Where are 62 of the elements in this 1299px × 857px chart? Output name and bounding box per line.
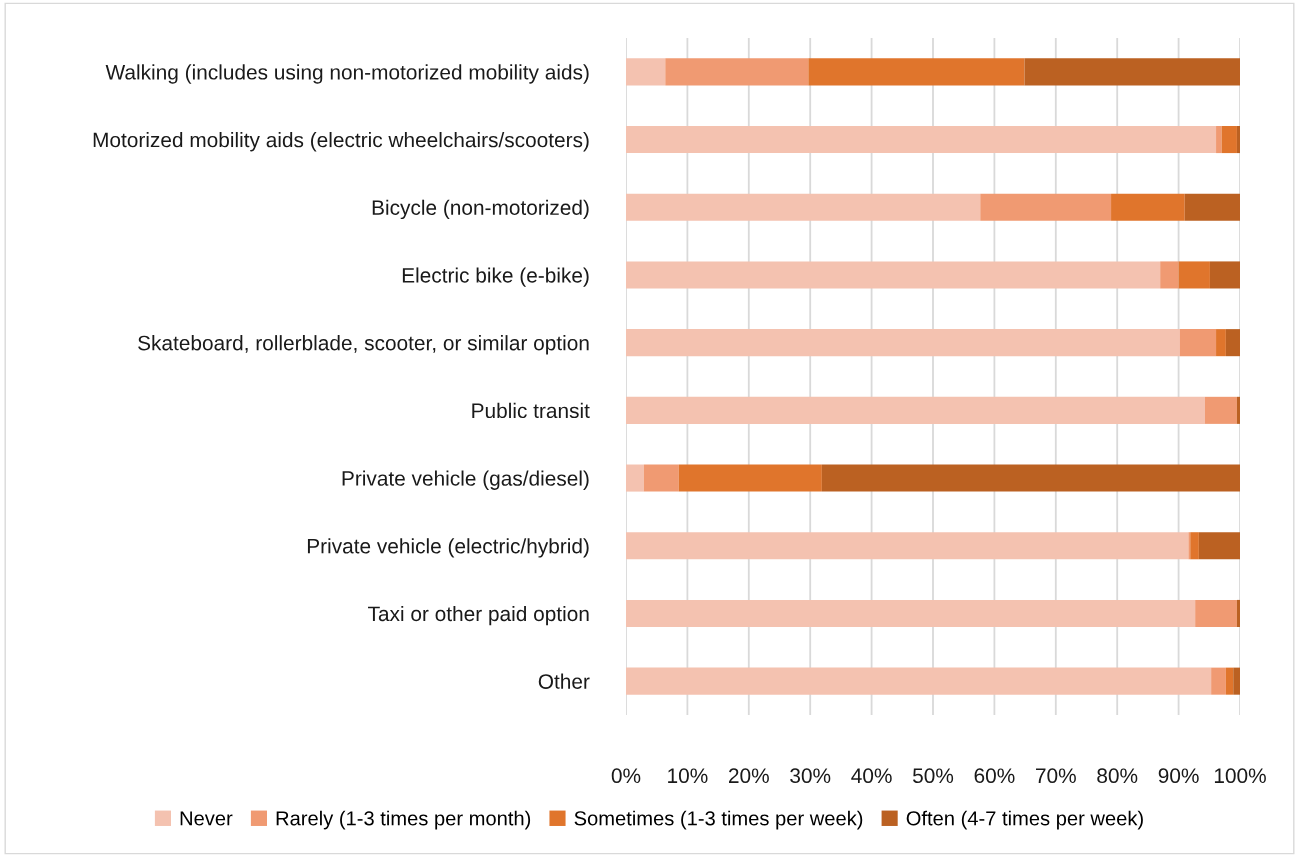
y-tick-label: Bicycle (non-motorized) xyxy=(372,199,589,220)
y-tick-label: Skateboard, rollerblade, scooter, or similar option xyxy=(138,335,589,355)
bar xyxy=(626,193,981,221)
bar xyxy=(1111,193,1185,221)
bar xyxy=(1190,532,1199,560)
y-tick-label: Taxi or other paid option xyxy=(368,605,589,626)
x-tick-label: 30% xyxy=(790,768,831,784)
x-tick-label: 10% xyxy=(668,768,708,784)
bar xyxy=(1236,396,1240,424)
bar xyxy=(1198,532,1240,560)
bar xyxy=(1236,599,1240,627)
legend-label: Often (4-7 times per week) xyxy=(906,810,1143,830)
bar xyxy=(1216,329,1226,357)
bar xyxy=(808,58,1025,86)
bar xyxy=(665,58,809,86)
bar xyxy=(1233,667,1240,695)
bar xyxy=(643,464,679,492)
bar xyxy=(626,464,644,492)
bar xyxy=(1209,261,1240,289)
bar xyxy=(1221,126,1237,154)
bar xyxy=(1178,261,1210,289)
x-tick-label: 70% xyxy=(1036,768,1076,784)
bar xyxy=(1225,329,1240,357)
bar xyxy=(626,126,1217,154)
legend-label: Never xyxy=(180,811,233,826)
bar xyxy=(1024,58,1240,86)
bar xyxy=(626,532,1189,560)
bar xyxy=(626,261,1161,289)
y-tick-label: Private vehicle (gas/diesel) xyxy=(342,470,589,490)
bar xyxy=(626,667,1212,695)
bar xyxy=(1179,329,1217,357)
bar xyxy=(626,329,1180,357)
x-tick-label: 0% xyxy=(611,768,641,784)
bar xyxy=(1195,599,1237,627)
bar xyxy=(1225,667,1234,695)
bar xyxy=(821,464,1240,492)
bar xyxy=(678,464,822,492)
bar xyxy=(1160,261,1179,289)
bar xyxy=(1211,667,1226,695)
x-tick-label: 60% xyxy=(974,768,1015,784)
bar xyxy=(1205,396,1237,424)
bar xyxy=(980,193,1112,221)
bar xyxy=(626,599,1196,627)
y-tick-label: Walking (includes using non-motorized mobility aids) xyxy=(105,64,589,84)
bar xyxy=(626,58,666,86)
x-tick-label: 20% xyxy=(729,768,769,784)
x-tick-label: 100% xyxy=(1214,768,1266,784)
y-tick-label: Private vehicle (electric/hybrid) xyxy=(307,538,589,558)
x-tick-label: 50% xyxy=(912,768,954,784)
x-tick-label: 80% xyxy=(1097,768,1138,784)
x-tick-label: 90% xyxy=(1158,768,1199,784)
bar xyxy=(1236,126,1240,154)
legend-label: Rarely (1-3 times per month) xyxy=(276,810,531,830)
y-tick-label: Motorized mobility aids (electric wheelchairs/scooters) xyxy=(93,132,589,152)
bar xyxy=(626,396,1205,424)
x-tick-label: 40% xyxy=(851,768,892,784)
legend-label: Sometimes (1-3 times per week) xyxy=(574,810,863,830)
bar xyxy=(1216,126,1222,154)
y-tick-label: Public transit xyxy=(472,402,590,419)
y-tick-label: Other xyxy=(538,673,590,689)
bar xyxy=(1184,193,1240,221)
y-tick-label: Electric bike (e-bike) xyxy=(402,267,589,287)
